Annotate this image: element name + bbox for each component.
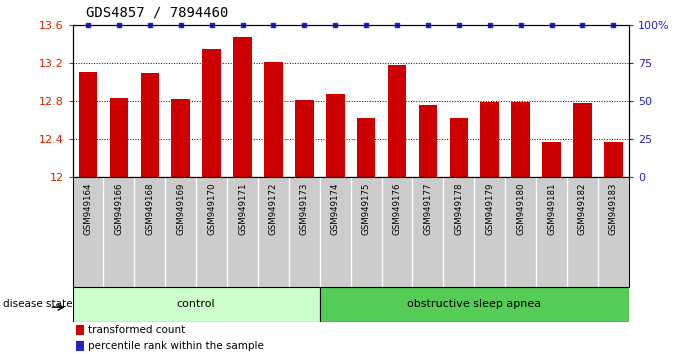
- Point: [577, 22, 588, 28]
- Text: GSM949168: GSM949168: [145, 183, 154, 235]
- Text: GSM949175: GSM949175: [361, 183, 370, 235]
- Bar: [511, 102, 530, 177]
- Text: obstructive sleep apnea: obstructive sleep apnea: [407, 299, 541, 309]
- Bar: [264, 62, 283, 177]
- Bar: [171, 99, 190, 177]
- Text: GSM949169: GSM949169: [176, 183, 185, 235]
- Text: GSM949174: GSM949174: [331, 183, 340, 235]
- Bar: [76, 325, 84, 335]
- Text: GSM949176: GSM949176: [392, 183, 401, 235]
- Bar: [320, 287, 629, 322]
- Point: [515, 22, 526, 28]
- Point: [422, 22, 433, 28]
- Text: GSM949177: GSM949177: [424, 183, 433, 235]
- Text: GSM949173: GSM949173: [300, 183, 309, 235]
- Point: [144, 22, 155, 28]
- Point: [176, 22, 187, 28]
- Point: [546, 22, 557, 28]
- Text: GSM949164: GSM949164: [84, 183, 93, 235]
- Text: percentile rank within the sample: percentile rank within the sample: [88, 341, 263, 352]
- Bar: [140, 73, 159, 177]
- Bar: [357, 118, 375, 177]
- Text: GDS4857 / 7894460: GDS4857 / 7894460: [86, 5, 229, 19]
- Bar: [326, 94, 345, 177]
- Text: GSM949172: GSM949172: [269, 183, 278, 235]
- Text: control: control: [177, 299, 216, 309]
- Point: [361, 22, 372, 28]
- Bar: [388, 65, 406, 177]
- Text: GSM949179: GSM949179: [485, 183, 494, 235]
- Text: GSM949170: GSM949170: [207, 183, 216, 235]
- Bar: [450, 118, 468, 177]
- Point: [268, 22, 279, 28]
- Point: [453, 22, 464, 28]
- Text: transformed count: transformed count: [88, 325, 184, 336]
- Text: GSM949182: GSM949182: [578, 183, 587, 235]
- Bar: [419, 105, 437, 177]
- Text: GSM949178: GSM949178: [455, 183, 464, 235]
- Point: [608, 22, 619, 28]
- Text: GSM949166: GSM949166: [115, 183, 124, 235]
- Point: [330, 22, 341, 28]
- Point: [82, 22, 93, 28]
- Point: [113, 22, 124, 28]
- Bar: [295, 100, 314, 177]
- Bar: [574, 103, 591, 177]
- Point: [299, 22, 310, 28]
- Point: [206, 22, 217, 28]
- Bar: [234, 37, 252, 177]
- Bar: [110, 98, 128, 177]
- Text: GSM949180: GSM949180: [516, 183, 525, 235]
- Text: disease state: disease state: [3, 299, 73, 309]
- Text: GSM949171: GSM949171: [238, 183, 247, 235]
- Bar: [202, 48, 221, 177]
- Bar: [73, 287, 320, 322]
- Point: [392, 22, 403, 28]
- Bar: [542, 142, 561, 177]
- Text: GSM949183: GSM949183: [609, 183, 618, 235]
- Bar: [480, 102, 499, 177]
- Point: [484, 22, 495, 28]
- Text: GSM949181: GSM949181: [547, 183, 556, 235]
- Point: [237, 22, 248, 28]
- Bar: [604, 142, 623, 177]
- Bar: [79, 72, 97, 177]
- Bar: [76, 341, 84, 351]
